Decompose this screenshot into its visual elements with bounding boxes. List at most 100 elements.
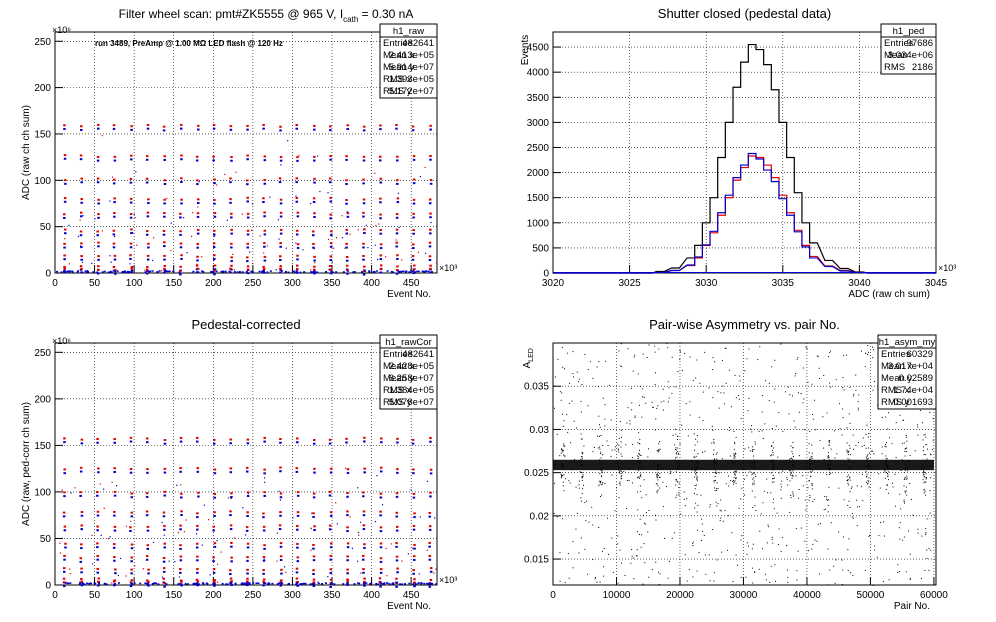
asym-scatter-point [644,562,646,564]
asym-scatter-point [567,432,569,434]
asym-scatter-point [741,487,743,489]
asym-scatter-point [641,416,643,418]
raw-baseline-point [335,271,338,273]
cor-scatter-point [285,571,287,573]
asym-scatter-point [588,468,590,470]
asym-scatter-point [595,577,597,579]
cor-scatter-point [84,584,87,586]
asym-scatter-point [658,348,660,350]
raw-scatter-point [101,230,103,232]
cor-baseline-point [186,583,189,585]
asym-scatter-point [917,532,919,534]
raw-red-point [96,268,100,271]
asym-spike-point [733,448,735,450]
cor-red-point [279,555,283,558]
asym-scatter-point [778,472,780,474]
asym-scatter-point [932,464,934,466]
asym-scatter-point [688,569,690,571]
asym-spike-point [847,460,849,462]
asym-scatter-point [659,441,661,443]
cor-red-point [362,524,366,527]
asym-spike-point [888,479,890,481]
cor-red-point [80,543,83,546]
ped-stats-label-0: Entries [884,38,914,49]
raw-red-point [412,229,415,232]
raw-blue-point [96,159,100,162]
asym-ytick-label-3: 0.03 [530,425,550,436]
asym-scatter-point [598,526,600,528]
ped-xtick-label-2: 3030 [695,278,718,289]
cor-red-point [79,557,83,560]
asym-scatter-point [894,505,896,507]
cor-baseline-point [94,582,97,585]
asym-scatter-point [785,463,787,465]
raw-red-point [213,269,216,272]
asym-spike-point [715,461,717,463]
cor-scatter-point [163,534,165,536]
raw-blue-point [213,182,216,185]
raw-red-point [80,125,83,128]
cor-red-point [346,555,349,558]
raw-blue-point [79,268,83,271]
asym-scatter-point [774,359,776,361]
cor-baseline-point [363,582,366,585]
asym-spike-point [829,469,831,471]
cor-plot-frame [54,342,438,586]
asym-spike-point [580,459,582,461]
cor-scatter-point [385,547,387,550]
raw-red-point [213,212,217,215]
cor-red-point [262,569,265,572]
cor-blue-point [80,584,84,587]
raw-red-point [263,242,266,245]
asym-spike-point [636,491,638,493]
raw-scatter-point [275,269,277,271]
cor-baseline-point [89,582,92,585]
raw-red-point [313,177,316,180]
asym-spike-point [865,471,867,473]
cor-scatter-point [179,582,181,584]
asym-scatter-point [874,549,876,551]
asym-scatter-point [835,379,837,381]
asym-spike-point [617,449,619,451]
cor-red-point [80,524,83,527]
raw-baseline-point [56,270,59,273]
asym-scatter-point [654,345,656,347]
raw-red-point [412,243,415,246]
raw-red-point [329,213,332,216]
raw-red-point [130,267,133,270]
asym-spike-point [640,467,642,469]
asym-spike-point [716,452,718,454]
cor-stats-label-0: Entries [383,349,413,360]
asym-spike-point [848,474,850,476]
asym-spike-point [753,472,755,474]
raw-red-point [313,255,316,258]
cor-blue-point [229,528,233,531]
asym-spike-point [618,468,620,470]
asym-scatter-point [578,480,580,482]
asym-spike-point [657,468,659,470]
asym-spike-point [657,489,659,491]
asym-scatter-point [888,579,890,581]
asym-scatter-point [615,446,617,448]
asym-spike-point [694,476,696,478]
raw-scatter-point [384,256,387,258]
raw-blue-point [263,182,267,185]
asym-spike-point [811,488,813,490]
cor-baseline-point [401,583,404,585]
asym-spike-point [847,479,849,481]
asym-spike-point [561,448,563,450]
raw-scatter-point [435,262,438,264]
asym-scatter-point [719,472,721,474]
cor-xtick-label-9: 450 [403,590,420,601]
asym-scatter-point [717,503,719,505]
asym-scatter-point [760,513,762,515]
cor-red-point [362,491,365,494]
raw-scatter-point [251,262,254,265]
asym-scatter-point [752,482,754,484]
asym-spike-point [867,459,869,461]
asym-scatter-point [800,393,802,395]
asym-scatter-point [887,412,889,414]
cor-xtick-label-5: 250 [245,590,262,601]
asym-scatter-point [721,458,723,460]
asym-scatter-point [641,534,643,536]
